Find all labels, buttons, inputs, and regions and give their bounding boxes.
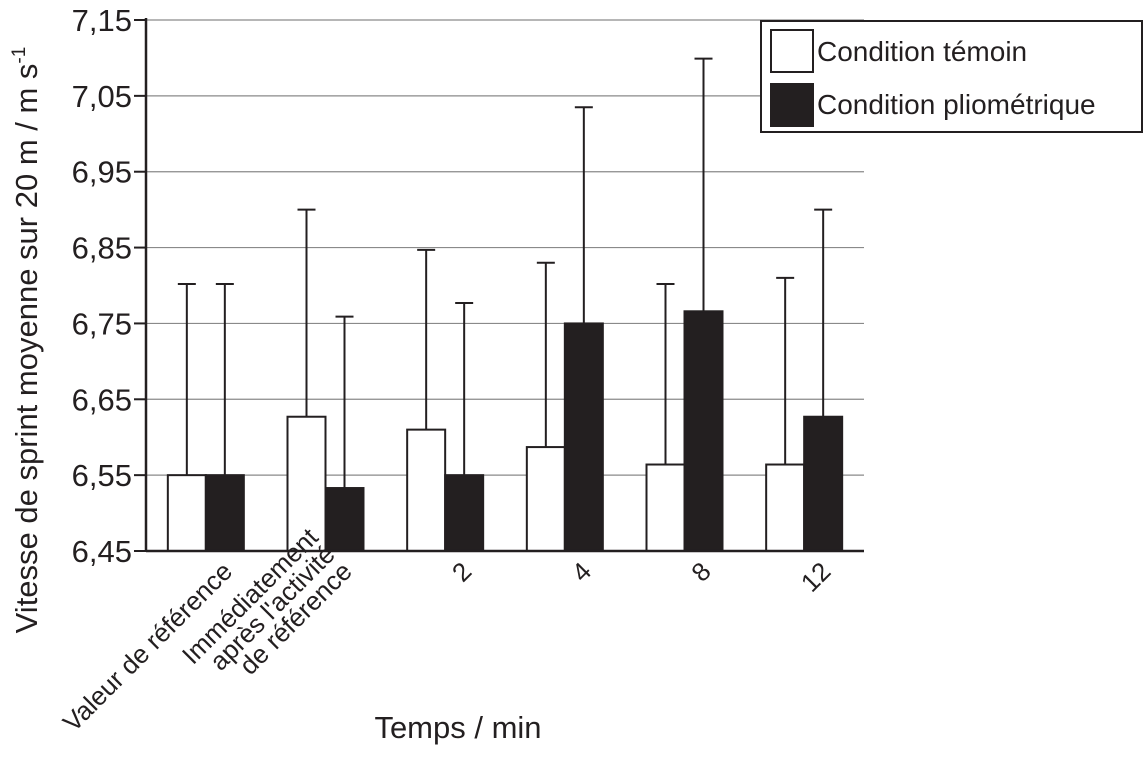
x-category-label-line: 8 [685, 556, 716, 587]
legend-label-temoin: Condition témoin [817, 36, 1027, 67]
x-category-label-group: 4 [566, 556, 597, 587]
x-category-label: 2 [446, 556, 477, 587]
error-bars [177, 57, 833, 489]
legend: Condition témoin Condition pliométrique [760, 20, 1143, 133]
y-tick-label: 6,45 [72, 534, 132, 569]
legend-swatch-temoin [770, 29, 814, 73]
y-tick-label: 7,05 [72, 79, 132, 114]
y-tick-label: 6,85 [72, 231, 132, 266]
x-category-label: 8 [685, 556, 716, 587]
y-axis-title-superscript: -1 [9, 47, 30, 64]
bar-temoin [166, 474, 207, 552]
bar-pliometrique [563, 322, 604, 552]
bar-pliometrique [683, 310, 724, 553]
bar-temoin [525, 446, 566, 552]
x-category-label: 4 [566, 556, 597, 587]
bars [166, 310, 844, 553]
x-category-label-group: 8 [685, 556, 716, 587]
bar-pliometrique [444, 474, 485, 552]
bar-pliometrique [803, 415, 844, 552]
y-tick-label: 6,65 [72, 382, 132, 417]
x-category-label: 12 [795, 556, 837, 598]
y-tick-labels: 6,45 6,55 6,65 6,75 6,85 6,95 7,05 7,15 [72, 3, 132, 569]
bar-temoin [406, 428, 447, 552]
x-category-label-line: 4 [566, 556, 597, 587]
y-tick-label: 6,75 [72, 306, 132, 341]
x-axis-title: Temps / min [374, 710, 541, 745]
legend-swatch-pliometrique [770, 83, 814, 127]
bar-temoin [286, 415, 327, 552]
bar-pliometrique [204, 474, 245, 552]
y-axis-title-main: Vitesse de sprint moyenne sur 20 m / m s [9, 64, 44, 634]
y-tick-label: 6,55 [72, 458, 132, 493]
x-category-label-line: 2 [446, 556, 477, 587]
y-axis-title: Vitesse de sprint moyenne sur 20 m / m s… [9, 47, 44, 634]
x-category-label-line: 12 [795, 556, 837, 598]
bar-pliometrique [324, 487, 365, 553]
bar-temoin [765, 463, 806, 552]
axes [134, 18, 864, 553]
x-category-label-group: 2 [446, 556, 477, 587]
legend-box [760, 20, 1143, 133]
bar-temoin [645, 463, 686, 552]
gridlines [146, 19, 864, 476]
y-tick-label: 6,95 [72, 155, 132, 190]
y-tick-label: 7,15 [72, 3, 132, 38]
legend-label-pliometrique: Condition pliométrique [817, 89, 1096, 120]
x-category-label-group: 12 [795, 556, 837, 598]
y-axis-title-group: Vitesse de sprint moyenne sur 20 m / m s… [9, 47, 44, 634]
